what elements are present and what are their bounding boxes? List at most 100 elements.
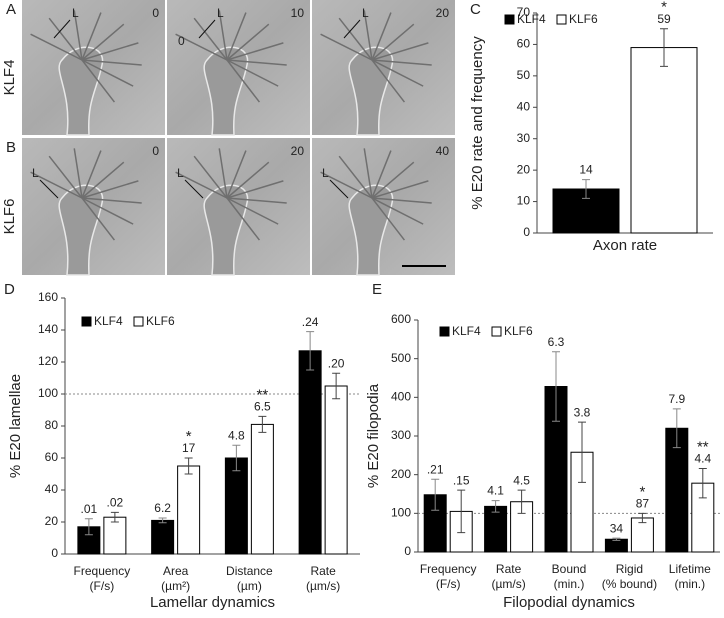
time-label: 0: [152, 144, 159, 158]
error-bar: [431, 478, 440, 511]
x-tick-label: Lifetime: [669, 562, 711, 576]
y-axis-label: % E20 lamellae: [7, 374, 24, 478]
filopodium: [81, 150, 102, 199]
significance: **: [697, 438, 709, 455]
x-axis-label: Filopodial dynamics: [503, 594, 635, 611]
annotation: 34: [610, 521, 624, 535]
time-label: 0: [152, 6, 159, 20]
y-tick-label: 600: [391, 312, 411, 326]
filopodium: [81, 12, 102, 61]
y-tick-label: 160: [38, 290, 58, 304]
legend-swatch: [81, 316, 92, 327]
cell-body: [58, 184, 104, 276]
error-bar: [232, 444, 241, 472]
lamella-arrow: [39, 179, 59, 199]
annotation: 87: [636, 497, 650, 511]
x-tick-unit: (µm): [237, 579, 262, 593]
filopodium: [371, 197, 432, 204]
filopodium: [81, 23, 125, 61]
filopodium: [226, 161, 270, 199]
annotation: .01: [81, 502, 98, 516]
y-tick-label: 0: [523, 225, 530, 239]
x-tick-label: Bound: [552, 562, 587, 576]
error-bar: [672, 408, 681, 449]
bar: [630, 47, 698, 234]
filopodium: [320, 33, 373, 61]
error-bar: [84, 518, 93, 536]
filopodium: [226, 59, 261, 103]
annotation: 6.2: [154, 501, 171, 515]
x-tick-label: Distance: [226, 564, 273, 578]
x-tick-label: Area: [163, 564, 189, 578]
bar: [224, 457, 248, 555]
filopodium: [371, 23, 415, 61]
legend-swatch: [491, 326, 502, 337]
filopodium: [73, 148, 83, 199]
bar: [250, 423, 274, 555]
annotation: 3.8: [574, 405, 591, 419]
filopodium: [371, 180, 429, 199]
filopodium: [320, 171, 373, 199]
filopodium: [371, 59, 432, 66]
y-tick-label: 0: [404, 544, 411, 558]
error-bar: [306, 331, 315, 371]
filopodium: [226, 197, 261, 241]
filopodium: [226, 150, 247, 199]
error-bar: [612, 537, 621, 541]
annotation: 17: [182, 441, 196, 455]
filopodium: [371, 59, 424, 87]
filopodium: [218, 10, 228, 61]
filopodium: [226, 180, 284, 199]
legend-label: KLF4: [452, 324, 481, 338]
y-tick-label: 20: [517, 162, 531, 176]
legend-swatch: [556, 14, 567, 25]
filopodium: [81, 161, 125, 199]
panel-letter: C: [470, 1, 481, 18]
filopodium: [371, 42, 429, 61]
bar: [298, 350, 322, 555]
bar: [151, 519, 175, 555]
time-label: 20: [436, 6, 450, 20]
significance: *: [661, 0, 667, 16]
panel-letter: A: [6, 1, 16, 18]
filopodium: [81, 197, 116, 241]
annotation: .21: [427, 462, 444, 476]
filopodium: [226, 42, 284, 61]
filopodium: [363, 10, 373, 61]
error-bar: [184, 457, 193, 475]
filopodium: [81, 59, 134, 87]
annotation: 14: [579, 163, 593, 177]
error-bar: [332, 372, 341, 400]
cell-body: [203, 184, 249, 276]
y-tick-label: 20: [45, 514, 59, 528]
y-tick-label: 120: [38, 354, 58, 368]
annotation: 4.1: [487, 484, 504, 498]
bar: [604, 538, 628, 553]
y-tick-label: 100: [391, 506, 411, 520]
annotation: .15: [453, 473, 470, 487]
y-tick-label: 500: [391, 351, 411, 365]
filopodium: [81, 59, 116, 103]
filopodium: [226, 197, 287, 204]
lamella-label: L: [72, 6, 79, 20]
x-tick-label: Rate: [496, 562, 522, 576]
filopodium: [30, 33, 83, 61]
bar: [324, 385, 348, 555]
filopodium: [81, 42, 139, 61]
lamella-label: L: [217, 6, 224, 20]
filopodium: [371, 59, 406, 103]
legend-swatch: [439, 326, 450, 337]
y-tick-label: 100: [38, 386, 58, 400]
filopodium: [193, 155, 228, 199]
y-tick-label: 40: [45, 482, 59, 496]
y-tick-label: 70: [517, 5, 531, 19]
row-label: KLF6: [1, 199, 18, 235]
y-tick-label: 60: [45, 450, 59, 464]
x-tick-unit: (µm/s): [491, 577, 525, 591]
y-axis-label: % E20 rate and frequency: [469, 36, 486, 210]
significance: *: [639, 483, 645, 500]
x-tick-unit: (µm²): [161, 579, 190, 593]
significance: *: [186, 428, 192, 445]
annotation: 59: [657, 12, 671, 26]
panel-letter: B: [6, 139, 16, 156]
